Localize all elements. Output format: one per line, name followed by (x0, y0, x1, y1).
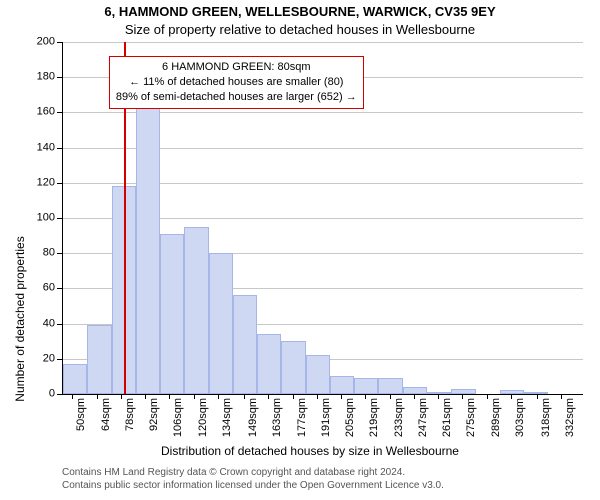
histogram-bar (87, 325, 111, 394)
y-tick-mark (57, 394, 62, 395)
x-tick-mark (268, 394, 269, 399)
histogram-bar (281, 341, 305, 394)
x-axis-label: Distribution of detached houses by size … (30, 444, 590, 458)
x-tick-mark (487, 394, 488, 399)
annotation-line2: ← 11% of detached houses are smaller (80… (116, 75, 357, 90)
y-tick-mark (57, 359, 62, 360)
x-tick-mark (145, 394, 146, 399)
attribution-text: Contains HM Land Registry data © Crown c… (62, 466, 444, 492)
y-tick-mark (57, 42, 62, 43)
x-tick-label: 163sqm (272, 398, 283, 438)
x-tick-mark (390, 394, 391, 399)
histogram-bar (257, 334, 281, 394)
y-tick-label: 140 (27, 142, 55, 153)
y-tick-label: 80 (27, 248, 55, 259)
y-tick-label: 120 (27, 177, 55, 188)
x-tick-mark (317, 394, 318, 399)
y-tick-mark (57, 288, 62, 289)
annotation-line3: 89% of semi-detached houses are larger (… (116, 90, 357, 105)
histogram-bar (306, 355, 330, 394)
y-axis-label: Number of detached properties (13, 219, 27, 419)
x-tick-label: 219sqm (369, 398, 380, 438)
attribution-line2: Contains public sector information licen… (62, 479, 444, 492)
x-tick-mark (194, 394, 195, 399)
y-tick-mark (57, 112, 62, 113)
y-tick-label: 20 (27, 353, 55, 364)
y-tick-label: 200 (27, 37, 55, 48)
chart-container: 6, HAMMOND GREEN, WELLESBOURNE, WARWICK,… (0, 0, 600, 500)
x-tick-mark (511, 394, 512, 399)
y-tick-label: 180 (27, 72, 55, 83)
x-tick-mark (218, 394, 219, 399)
plot-area: 6 HAMMOND GREEN: 80sqm← 11% of detached … (62, 42, 583, 395)
y-tick-mark (57, 148, 62, 149)
y-tick-label: 40 (27, 318, 55, 329)
chart-subtitle: Size of property relative to detached ho… (0, 22, 600, 37)
histogram-bar (427, 392, 451, 394)
x-tick-label: 275sqm (466, 398, 477, 438)
x-tick-label: 205sqm (345, 398, 356, 438)
histogram-bar (354, 378, 378, 394)
x-tick-label: 64sqm (101, 398, 112, 438)
x-tick-label: 177sqm (297, 398, 308, 438)
chart-title: 6, HAMMOND GREEN, WELLESBOURNE, WARWICK,… (0, 4, 600, 19)
x-tick-label: 303sqm (515, 398, 526, 438)
x-tick-label: 50sqm (76, 398, 87, 438)
x-tick-mark (244, 394, 245, 399)
x-tick-label: 120sqm (198, 398, 209, 438)
histogram-bar (184, 227, 208, 394)
y-tick-label: 0 (27, 389, 55, 400)
x-tick-mark (293, 394, 294, 399)
histogram-bar (403, 387, 427, 394)
x-tick-mark (72, 394, 73, 399)
y-tick-label: 60 (27, 283, 55, 294)
x-tick-label: 332sqm (565, 398, 576, 438)
y-tick-mark (57, 183, 62, 184)
x-tick-label: 318sqm (541, 398, 552, 438)
x-tick-mark (169, 394, 170, 399)
x-tick-label: 289sqm (491, 398, 502, 438)
y-tick-label: 160 (27, 107, 55, 118)
histogram-bar (330, 376, 354, 394)
x-tick-mark (438, 394, 439, 399)
histogram-bar (451, 389, 475, 394)
x-tick-label: 106sqm (173, 398, 184, 438)
x-tick-label: 78sqm (125, 398, 136, 438)
annotation-box: 6 HAMMOND GREEN: 80sqm← 11% of detached … (109, 56, 364, 109)
y-tick-mark (57, 218, 62, 219)
x-tick-mark (341, 394, 342, 399)
histogram-bar (136, 77, 160, 394)
y-tick-label: 100 (27, 213, 55, 224)
histogram-bar (233, 295, 257, 394)
x-tick-mark (561, 394, 562, 399)
histogram-bar (209, 253, 233, 394)
y-tick-mark (57, 77, 62, 78)
x-tick-mark (414, 394, 415, 399)
histogram-bar (160, 234, 184, 394)
gridline (63, 42, 583, 43)
attribution-line1: Contains HM Land Registry data © Crown c… (62, 466, 444, 479)
x-tick-mark (365, 394, 366, 399)
x-tick-mark (462, 394, 463, 399)
x-tick-label: 92sqm (149, 398, 160, 438)
x-tick-mark (121, 394, 122, 399)
histogram-bar (378, 378, 402, 394)
histogram-bar (63, 364, 87, 394)
x-tick-label: 247sqm (418, 398, 429, 438)
x-tick-label: 261sqm (442, 398, 453, 438)
histogram-bar (500, 390, 524, 394)
y-tick-mark (57, 253, 62, 254)
x-tick-label: 233sqm (394, 398, 405, 438)
annotation-line1: 6 HAMMOND GREEN: 80sqm (116, 60, 357, 75)
y-tick-mark (57, 324, 62, 325)
x-tick-label: 134sqm (222, 398, 233, 438)
x-tick-label: 149sqm (248, 398, 259, 438)
x-tick-mark (97, 394, 98, 399)
x-tick-mark (537, 394, 538, 399)
x-tick-label: 191sqm (321, 398, 332, 438)
